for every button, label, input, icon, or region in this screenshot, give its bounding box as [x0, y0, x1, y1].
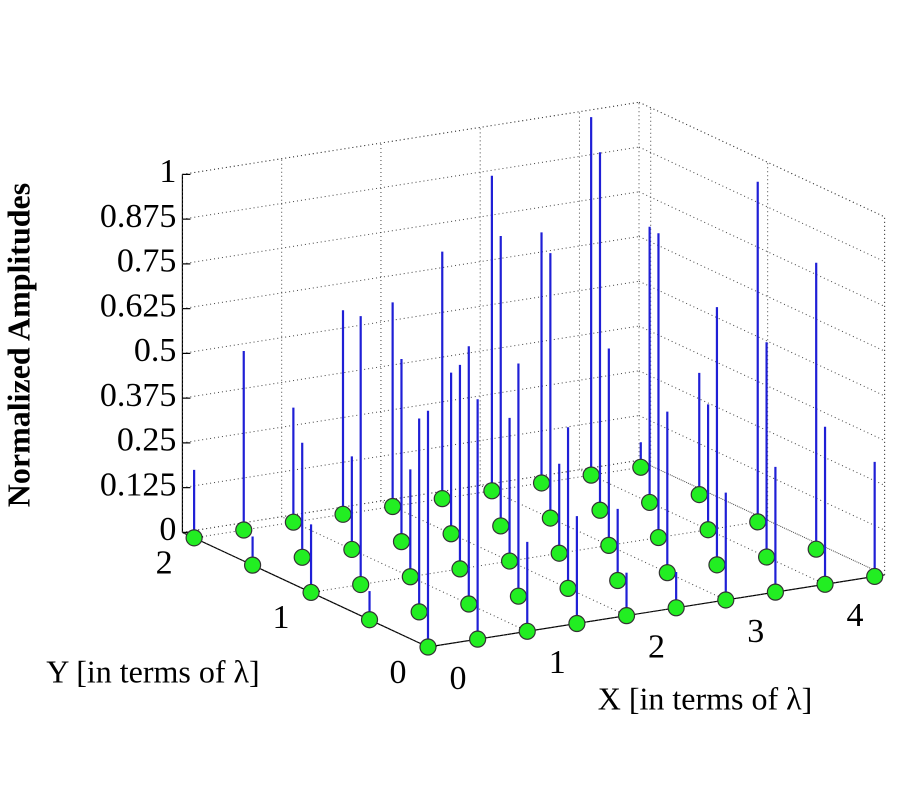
stem-marker	[807, 540, 825, 558]
stem-marker	[451, 560, 469, 578]
stem-marker	[568, 614, 586, 633]
stem-marker	[185, 529, 203, 547]
grid-line	[638, 236, 885, 352]
z-tick-label: 1	[159, 153, 176, 190]
stem-marker	[433, 490, 451, 508]
stem-marker	[243, 556, 262, 574]
stem-marker	[649, 528, 668, 547]
grid-line	[310, 519, 768, 593]
grid-line	[194, 465, 651, 539]
stem-marker	[518, 622, 536, 640]
stem-marker	[717, 591, 735, 609]
stem-marker	[360, 611, 379, 629]
z-tick-label: 0.875	[100, 198, 177, 235]
grid-line	[182, 146, 640, 220]
x-tick-label: 3	[747, 613, 764, 650]
z-axis-label: Normalized Amplitudes	[0, 183, 36, 507]
stem-marker	[690, 485, 708, 504]
grid-line	[638, 146, 885, 263]
stem-marker	[469, 630, 487, 648]
x-tick-label: 4	[847, 597, 864, 634]
stem-marker	[410, 603, 428, 621]
z-tick-label: 0.75	[117, 243, 177, 280]
stem-marker	[302, 583, 320, 602]
y-axis-label: Y [in terms of λ]	[46, 653, 259, 689]
grid-line	[638, 370, 885, 486]
stem-marker	[699, 521, 717, 539]
grid-line	[638, 415, 885, 531]
x-tick-label: 0	[450, 660, 467, 697]
grid-line	[638, 191, 885, 307]
y-tick-label: 1	[273, 599, 290, 636]
stem-marker	[866, 567, 884, 586]
grid-line	[182, 325, 640, 399]
stem-marker	[293, 548, 311, 566]
y-tick-label: 2	[156, 545, 173, 582]
stem-marker	[352, 575, 370, 594]
stem-marker	[600, 536, 618, 554]
axis-edge	[427, 574, 885, 648]
stem-marker	[483, 482, 501, 500]
x-tick-label: 1	[549, 644, 566, 681]
stem-marker	[532, 474, 551, 492]
stem-marker	[749, 513, 767, 531]
stem-marker	[343, 540, 361, 559]
stem-marker	[632, 458, 650, 476]
stem-marker	[617, 607, 636, 625]
stem-marker	[559, 579, 577, 597]
z-tick-label: 0.25	[117, 422, 177, 459]
stem-marker	[591, 501, 609, 519]
x-axis-label: X [in terms of λ]	[598, 680, 813, 716]
stem-marker	[500, 552, 519, 570]
stem-marker	[334, 505, 352, 523]
z-tick-label: 0.375	[100, 377, 177, 414]
stem-marker	[392, 533, 411, 551]
z-tick-label: 0.625	[100, 287, 177, 324]
stem-marker	[442, 525, 460, 543]
x-tick-label: 2	[648, 628, 665, 665]
grid-line	[182, 101, 640, 175]
z-tick-label: 0.5	[134, 332, 177, 369]
grid-line	[182, 370, 640, 444]
stem-marker	[492, 517, 510, 535]
grid-line	[638, 101, 885, 218]
stem-marker	[609, 571, 627, 590]
stem-marker	[658, 564, 676, 582]
grid-line	[182, 236, 640, 310]
grid-line	[638, 325, 885, 442]
grid-line	[638, 280, 885, 397]
stem-marker	[284, 513, 302, 531]
y-tick-label: 0	[390, 654, 407, 691]
z-tick-label: 0	[159, 511, 176, 548]
stem-marker	[582, 466, 600, 484]
stem-marker	[816, 575, 834, 593]
stem-marker	[550, 544, 568, 562]
stem-marker	[541, 509, 559, 527]
stem-marker	[766, 583, 785, 601]
stem-marker	[708, 556, 726, 574]
stem-marker	[757, 548, 776, 566]
stem-marker	[509, 587, 528, 605]
stem-marker	[460, 595, 478, 613]
grid-line	[182, 191, 640, 265]
stem-marker	[641, 493, 659, 512]
z-tick-label: 0.125	[100, 466, 177, 503]
grid-line	[182, 280, 640, 354]
stem-marker	[401, 568, 419, 586]
stem-marker	[384, 497, 402, 516]
stem-marker	[419, 638, 437, 656]
stem-marker	[667, 599, 685, 617]
stem-marker	[235, 521, 253, 539]
